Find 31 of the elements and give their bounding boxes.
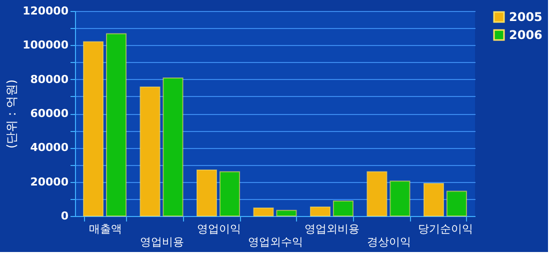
bar: [332, 200, 354, 216]
bar: [219, 171, 240, 216]
bar: [83, 41, 104, 216]
bar: [162, 77, 184, 216]
bar: [390, 180, 410, 216]
y-tick-label: 120000: [22, 4, 69, 18]
bar: [423, 183, 444, 216]
legend-label: 2006: [509, 28, 542, 42]
bar: [106, 33, 127, 216]
y-tick-label: 20000: [30, 175, 69, 188]
y-axis-title: (단위 : 억원): [4, 79, 19, 149]
x-tick-label: 당기순이익: [418, 222, 474, 236]
y-tick-label: 80000: [30, 72, 69, 86]
bar: [253, 207, 274, 216]
y-tick-label: 60000: [30, 107, 69, 120]
bar: [140, 86, 160, 216]
y-tick-label: 100000: [22, 38, 69, 52]
bar: [196, 170, 218, 216]
x-tick-label: 영업비용: [140, 236, 184, 248]
bar: [310, 206, 331, 216]
y-tick-label: 0: [60, 210, 69, 222]
x-tick-label: 매출액: [88, 222, 122, 236]
x-tick-label: 영업이익: [196, 222, 241, 236]
x-tick-label: 영업외수익: [248, 236, 303, 248]
bar: [366, 171, 388, 216]
y-tick-label: 40000: [30, 141, 69, 154]
legend-label: 2005: [509, 10, 542, 24]
bar: [276, 210, 297, 216]
x-tick-label: 경상이익: [366, 236, 411, 248]
x-tick-label: 영업외비용: [304, 222, 360, 236]
bar: [446, 190, 467, 216]
